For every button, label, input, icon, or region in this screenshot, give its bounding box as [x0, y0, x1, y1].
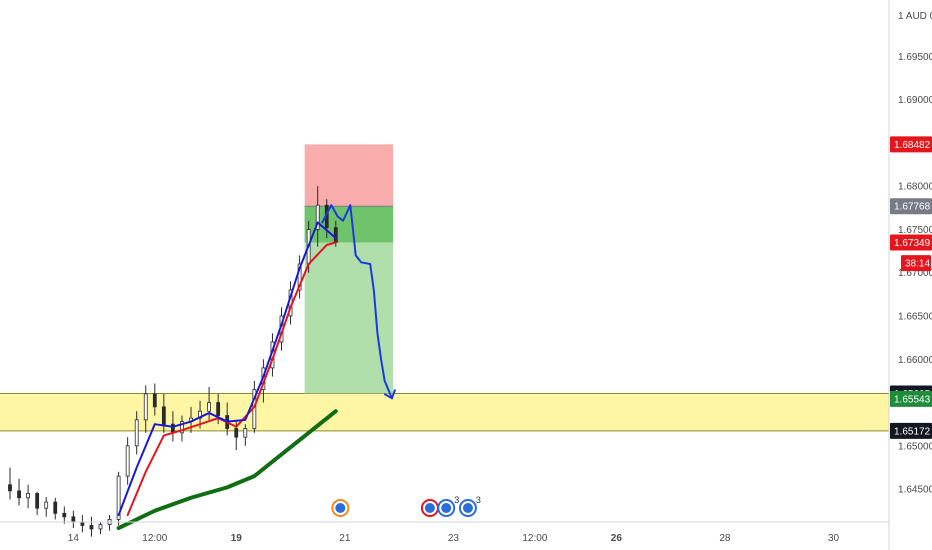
price-tag [890, 234, 932, 251]
candle-body [35, 493, 40, 509]
price-tag-label: 1.65543 [894, 394, 931, 405]
x-tick-label: 23 [448, 533, 460, 544]
candle-body [125, 445, 130, 477]
price-tag-label: 1.68482 [894, 140, 931, 151]
event-globe-icon [462, 503, 473, 513]
x-tick-label: 26 [611, 533, 623, 544]
y-tick-label: 1.66500 [898, 311, 932, 322]
candle-body [116, 475, 121, 520]
y-tick-label: 1.64500 [898, 485, 932, 496]
y-tick-label: 1.68000 [898, 182, 932, 193]
x-tick-label: 28 [719, 533, 731, 544]
candle-body [143, 393, 148, 421]
candles-layer [8, 186, 338, 537]
projection-path [321, 204, 393, 400]
candle-body [234, 428, 239, 438]
price-tag-label: 38:14 [905, 259, 930, 270]
stop-loss-area[interactable] [304, 144, 394, 207]
price-tag-label: 1.67349 [894, 238, 931, 249]
candle-body [44, 501, 49, 509]
price-tags: 1.684821.677681.6734938:141.656051.65543… [890, 136, 932, 439]
candle-body [26, 493, 31, 499]
currency-label: 1 AUD 0 [898, 11, 932, 22]
candle-body [89, 525, 94, 530]
y-tick-label: 1.66000 [898, 355, 932, 366]
ema-long-line [116, 409, 338, 531]
ema-fast-line [117, 221, 337, 517]
candle-body [243, 428, 248, 438]
x-tick-label: 12:00 [142, 533, 167, 544]
x-tick-label: 14 [68, 533, 80, 544]
price-tag [890, 390, 932, 407]
candle-body [180, 421, 184, 434]
candle-body [17, 490, 21, 499]
y-tick-label: 1.69500 [898, 52, 932, 63]
projection-arrowhead [383, 389, 396, 400]
candle-body [53, 501, 58, 514]
price-tag [890, 198, 932, 215]
event-globe-icon [424, 503, 435, 513]
candle-body [333, 227, 338, 243]
candle-body [161, 406, 166, 425]
price-tag [901, 255, 931, 272]
x-tick-label: 19 [231, 533, 243, 544]
candle-body [8, 484, 12, 492]
x-tick-label: 30 [828, 533, 840, 544]
price-tag-label: 1.65172 [894, 426, 931, 437]
event-globe-icon [335, 503, 346, 513]
candle-body [134, 419, 139, 447]
price-tag-label: 1.67768 [894, 202, 931, 213]
price-tag [890, 136, 932, 153]
x-tick-label: 21 [339, 533, 351, 544]
candle-body [152, 393, 157, 408]
projection-layer [321, 204, 396, 400]
y-axis[interactable]: 1 AUD 0 1.69500 1.69000 1.68000 1.67500 1.67… [890, 11, 932, 496]
candle-body [297, 263, 302, 291]
candle-body [207, 402, 212, 412]
candle-body [216, 402, 221, 416]
y-tick-label: 1.67500 [898, 225, 932, 236]
event-globe-icon [441, 503, 452, 513]
candle-body [98, 524, 103, 530]
event-count: 3 [476, 495, 481, 505]
support-zone-layer [0, 392, 889, 432]
y-tick-label: 1.69000 [898, 95, 932, 106]
candle-body [62, 512, 67, 518]
price-tag [890, 422, 932, 439]
y-tick-label: 1.67000 [898, 268, 932, 279]
candle-body [315, 204, 320, 230]
support-zone [0, 393, 889, 431]
ema-slow-line [126, 241, 337, 517]
candle-body [80, 521, 85, 526]
candle-body [71, 516, 76, 523]
y-axis-ticks: 1.69500 1.69000 1.68000 1.67500 1.67000 1.665… [898, 52, 932, 496]
event-count: 3 [454, 495, 459, 505]
moving-averages-layer [116, 221, 338, 531]
x-axis[interactable]: 14 12:00 19 21 23 12:00 26 28 30 [68, 533, 840, 544]
y-tick-label: 1.65000 [898, 441, 932, 452]
x-tick-label: 12:00 [522, 533, 547, 544]
